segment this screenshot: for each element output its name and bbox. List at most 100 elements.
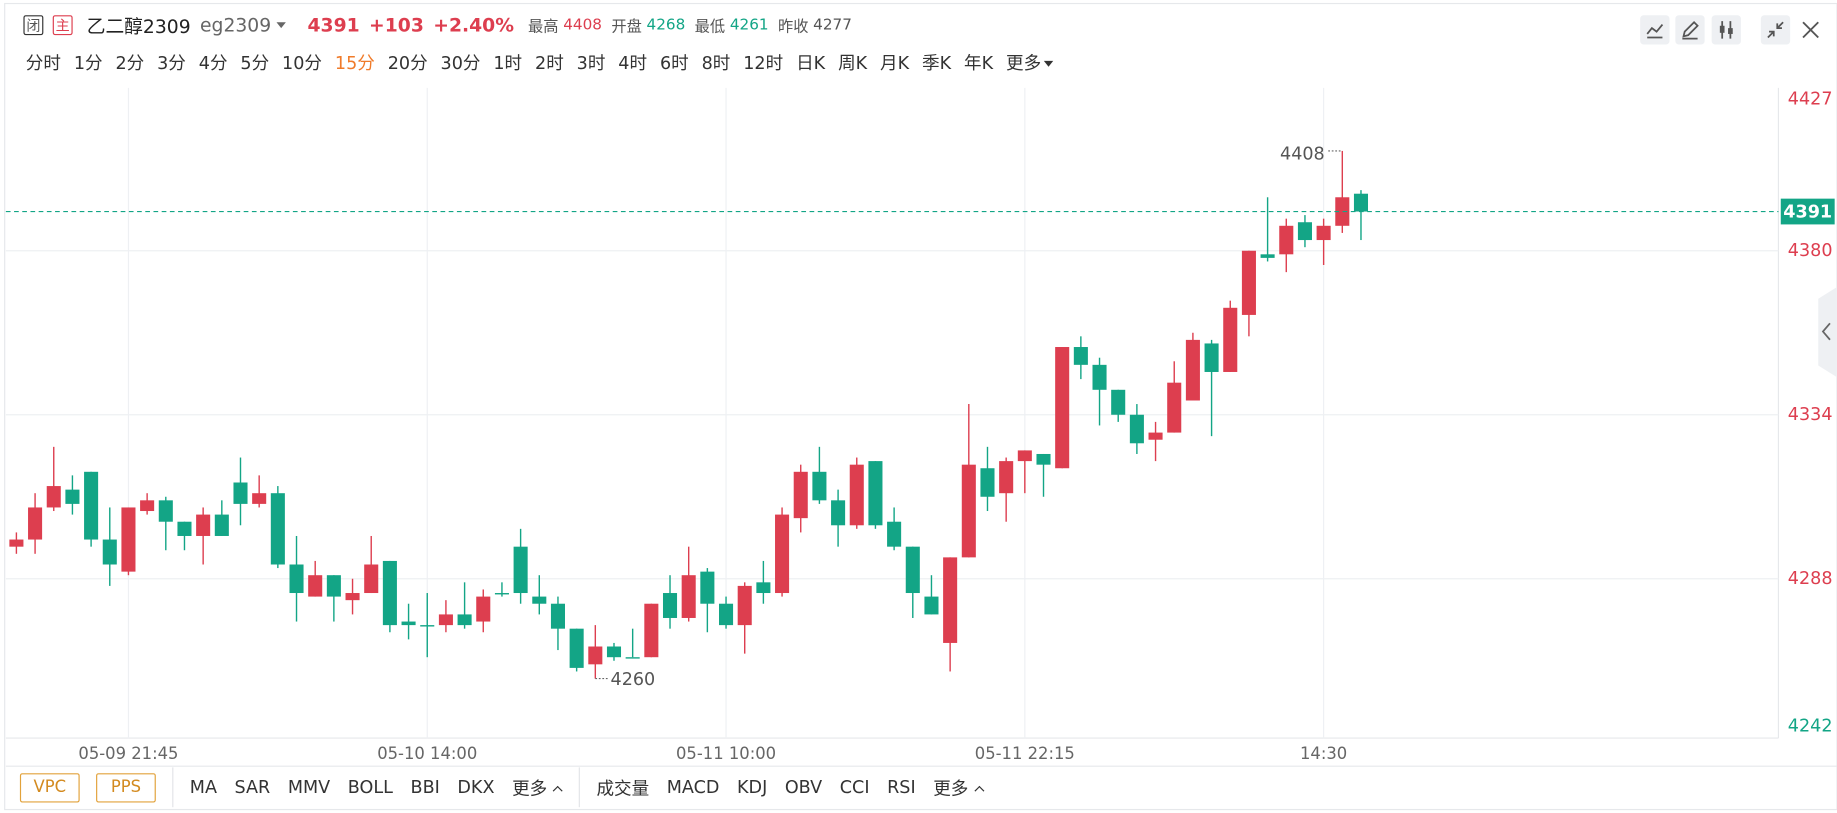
candle-body: [233, 482, 248, 504]
icon: [1646, 24, 1664, 39]
interval-button[interactable]: 分时: [25, 52, 61, 74]
candle-tool[interactable]: [1711, 15, 1741, 45]
main-indicator[interactable]: DKX: [457, 776, 495, 798]
x-tick-label: 05-11 22:15: [975, 744, 1075, 763]
price-tag-label: 4391: [1783, 203, 1832, 223]
indicator-button[interactable]: PPS: [96, 772, 156, 802]
candle-body: [681, 575, 696, 618]
close-button[interactable]: [1796, 15, 1825, 44]
candle-body: [382, 560, 397, 626]
interval-button[interactable]: 年K: [964, 52, 994, 74]
sub-indicator[interactable]: KDJ: [737, 776, 768, 798]
y-tick-label: 4288: [1788, 569, 1833, 589]
interval-button[interactable]: 1时: [493, 52, 523, 74]
candles: [9, 150, 1369, 679]
sub-indicator[interactable]: OBV: [784, 776, 823, 798]
candle-body: [121, 507, 136, 572]
y-tick-label: 4242: [1788, 716, 1833, 736]
separator: [172, 767, 174, 808]
grid: [5, 87, 1779, 739]
candle-body: [1092, 364, 1107, 390]
status-tag: 闭: [23, 14, 44, 35]
interval-button[interactable]: 日K: [796, 52, 826, 74]
main-indicator[interactable]: BOLL: [347, 776, 393, 798]
icon: [1682, 21, 1699, 40]
icon: [1767, 21, 1784, 39]
stat-value: 4261: [729, 15, 769, 34]
contract-name: 乙二醇2309: [86, 15, 191, 38]
interval-button[interactable]: 2时: [535, 52, 564, 74]
interval-button[interactable]: 5分: [240, 52, 270, 74]
sub-indicator[interactable]: 更多: [933, 775, 982, 800]
candle-body: [905, 546, 920, 594]
separator: [578, 767, 581, 808]
interval-button[interactable]: 6时: [659, 52, 689, 74]
interval-button[interactable]: 15分: [334, 52, 375, 74]
interval-button[interactable]: 20分: [387, 52, 428, 74]
candle-body: [1073, 347, 1088, 365]
candle-body: [1279, 225, 1294, 255]
candle-body: [625, 657, 640, 659]
candle-body: [532, 596, 547, 604]
interval-button[interactable]: 1分: [73, 52, 103, 74]
interval-button[interactable]: 30分: [440, 52, 481, 74]
interval-button[interactable]: 8时: [701, 52, 731, 74]
interval-button[interactable]: 4分: [198, 52, 228, 74]
candle-body: [569, 628, 584, 668]
candle-body: [1111, 389, 1126, 415]
sub-indicator[interactable]: 成交量: [596, 777, 650, 799]
header: 闭 主 乙二醇2309 eg2309 4391 +103 +2.40% 最高 44…: [23, 11, 852, 39]
caret: [1043, 60, 1053, 71]
line-tool[interactable]: [1640, 15, 1670, 45]
y-tick-label: 4427: [1788, 90, 1833, 110]
candle-body: [102, 539, 117, 565]
low-annotation: 4260: [611, 670, 656, 690]
main-indicator[interactable]: 更多: [512, 775, 561, 800]
draw-tool[interactable]: [1675, 15, 1705, 45]
main-indicator[interactable]: MMV: [287, 776, 331, 798]
candle-body: [65, 489, 80, 504]
main-indicator[interactable]: BBI: [410, 776, 440, 798]
candle-body: [1316, 225, 1331, 241]
candle-body: [924, 596, 939, 615]
candle-body: [158, 500, 173, 522]
main-indicator[interactable]: SAR: [234, 776, 271, 798]
main-indicator[interactable]: MA: [189, 776, 217, 798]
contract-code[interactable]: eg2309: [200, 13, 286, 35]
stat-label: 开盘: [611, 18, 642, 36]
interval-button[interactable]: 季K: [922, 52, 952, 74]
candle-body: [1260, 254, 1275, 258]
candle-body: [438, 614, 453, 626]
interval-button[interactable]: 12时: [743, 52, 784, 74]
interval-button[interactable]: 周K: [838, 52, 868, 74]
candle-body: [943, 557, 958, 643]
sub-indicator[interactable]: MACD: [666, 776, 720, 798]
candle-body: [588, 646, 603, 665]
sub-indicator[interactable]: CCI: [839, 776, 870, 798]
interval-button[interactable]: 2分: [115, 52, 145, 74]
candle-body: [476, 596, 491, 622]
candle-body: [644, 603, 659, 658]
indicator-button[interactable]: VPC: [19, 772, 80, 802]
candle-body: [1129, 414, 1144, 444]
candle-body: [46, 486, 61, 508]
candle-body: [1241, 250, 1256, 315]
sub-indicator[interactable]: RSI: [887, 776, 916, 798]
interval-button[interactable]: 月K: [880, 52, 910, 74]
x-tick-label: 05-10 14:00: [377, 744, 477, 763]
price-tag: [1780, 198, 1835, 225]
interval-button[interactable]: 10分: [282, 52, 322, 74]
candle-body: [289, 564, 304, 594]
candle-body: [214, 514, 229, 536]
interval-button[interactable]: 3时: [576, 52, 606, 74]
stat-value: 4277: [813, 15, 852, 34]
candle-body: [793, 471, 808, 519]
interval-button[interactable]: 3分: [157, 52, 186, 74]
interval-button[interactable]: 4时: [618, 52, 648, 74]
frame: [4, 2, 1837, 811]
interval-button[interactable]: 更多: [1006, 52, 1042, 74]
shrink-button[interactable]: [1760, 15, 1791, 45]
high-annotation: 4408: [1280, 144, 1325, 164]
candle-body: [831, 500, 846, 526]
collapse-tab[interactable]: [1818, 287, 1837, 378]
